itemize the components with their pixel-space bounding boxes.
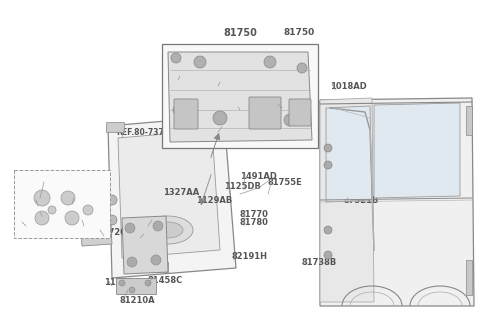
Text: 1125DB: 1125DB bbox=[224, 182, 261, 191]
FancyBboxPatch shape bbox=[174, 99, 198, 129]
Bar bbox=[214, 115, 226, 123]
Text: 81722A: 81722A bbox=[32, 198, 68, 207]
Text: 82191: 82191 bbox=[218, 125, 247, 134]
FancyBboxPatch shape bbox=[249, 97, 281, 129]
Text: 1491AD: 1491AD bbox=[240, 172, 277, 181]
Text: 87321B: 87321B bbox=[344, 196, 379, 205]
Circle shape bbox=[107, 215, 117, 225]
Circle shape bbox=[284, 114, 296, 126]
Polygon shape bbox=[108, 116, 236, 278]
Text: 1129AB: 1129AB bbox=[196, 196, 232, 205]
Text: 82191H: 82191H bbox=[232, 252, 268, 261]
Circle shape bbox=[35, 211, 49, 225]
Text: 81746B: 81746B bbox=[148, 218, 183, 227]
Circle shape bbox=[324, 161, 332, 169]
Ellipse shape bbox=[153, 222, 183, 238]
Text: 95750L: 95750L bbox=[36, 210, 70, 219]
Text: 1125DA: 1125DA bbox=[104, 278, 141, 287]
Bar bbox=[106, 122, 124, 132]
Text: 81750: 81750 bbox=[284, 28, 315, 37]
Text: 81780: 81780 bbox=[240, 218, 269, 227]
Text: 81753A: 81753A bbox=[232, 105, 267, 114]
Circle shape bbox=[145, 280, 151, 286]
Polygon shape bbox=[118, 130, 220, 258]
Circle shape bbox=[119, 280, 125, 286]
Text: 81230A: 81230A bbox=[140, 232, 176, 241]
Circle shape bbox=[171, 53, 181, 63]
Ellipse shape bbox=[143, 216, 193, 244]
Circle shape bbox=[297, 63, 307, 73]
Text: 81720G: 81720G bbox=[98, 228, 134, 237]
Text: 1018AD: 1018AD bbox=[330, 82, 367, 91]
Text: REF.80-737: REF.80-737 bbox=[116, 128, 164, 137]
Bar bbox=[14, 170, 110, 238]
Circle shape bbox=[107, 195, 117, 205]
Text: 81755E: 81755E bbox=[268, 178, 303, 187]
Bar bbox=[466, 260, 472, 295]
Bar bbox=[148, 262, 168, 272]
Text: 86343E: 86343E bbox=[18, 220, 53, 229]
Bar bbox=[162, 44, 318, 148]
Circle shape bbox=[61, 191, 75, 205]
Circle shape bbox=[153, 221, 163, 231]
Polygon shape bbox=[374, 103, 460, 198]
Circle shape bbox=[83, 205, 93, 215]
Text: (W/BACK WARNG CAMERA): (W/BACK WARNG CAMERA) bbox=[20, 178, 105, 183]
Text: 81458C: 81458C bbox=[148, 276, 183, 285]
Text: 81720G: 81720G bbox=[40, 180, 76, 189]
Circle shape bbox=[65, 211, 79, 225]
Circle shape bbox=[125, 223, 135, 233]
FancyBboxPatch shape bbox=[289, 99, 311, 126]
Circle shape bbox=[264, 56, 276, 68]
Polygon shape bbox=[320, 98, 474, 306]
Polygon shape bbox=[320, 98, 374, 302]
Text: 81210A: 81210A bbox=[120, 296, 156, 305]
Circle shape bbox=[34, 190, 50, 206]
Text: 81798A: 81798A bbox=[274, 102, 310, 111]
Circle shape bbox=[127, 257, 137, 267]
Text: 82315A: 82315A bbox=[173, 73, 209, 82]
Circle shape bbox=[324, 226, 332, 234]
Circle shape bbox=[129, 287, 135, 293]
Polygon shape bbox=[80, 212, 112, 246]
Text: 81750: 81750 bbox=[223, 28, 257, 38]
Circle shape bbox=[48, 206, 56, 214]
Circle shape bbox=[324, 144, 332, 152]
Circle shape bbox=[194, 56, 206, 68]
Circle shape bbox=[324, 251, 332, 259]
Circle shape bbox=[151, 255, 161, 265]
Polygon shape bbox=[122, 216, 168, 274]
Circle shape bbox=[213, 111, 227, 125]
Text: 81787A: 81787A bbox=[218, 78, 253, 87]
Text: 81738B: 81738B bbox=[302, 258, 337, 267]
Circle shape bbox=[173, 105, 183, 115]
Text: 81750B: 81750B bbox=[70, 196, 106, 205]
Text: 81770: 81770 bbox=[240, 210, 269, 219]
Polygon shape bbox=[168, 52, 312, 142]
Text: 1327AA: 1327AA bbox=[163, 188, 199, 197]
Polygon shape bbox=[326, 106, 372, 202]
Bar bbox=[466, 106, 472, 135]
Text: 86310C: 86310C bbox=[80, 218, 115, 227]
Bar bbox=[116, 278, 156, 294]
